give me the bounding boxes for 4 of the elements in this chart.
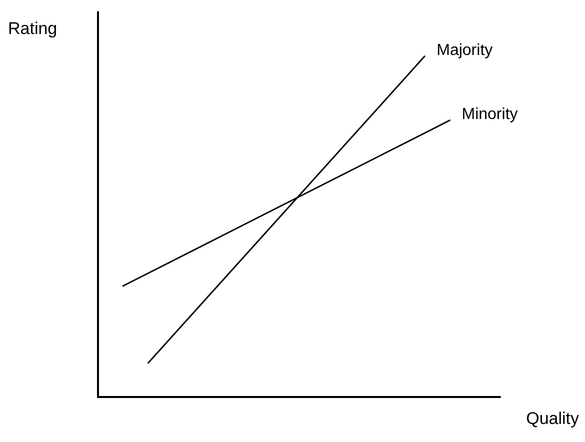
y-axis-title: Rating bbox=[8, 19, 58, 38]
series-label: Majority bbox=[436, 42, 493, 59]
series-label: Minority bbox=[462, 106, 518, 123]
x-axis-title: Quality bbox=[526, 409, 580, 428]
